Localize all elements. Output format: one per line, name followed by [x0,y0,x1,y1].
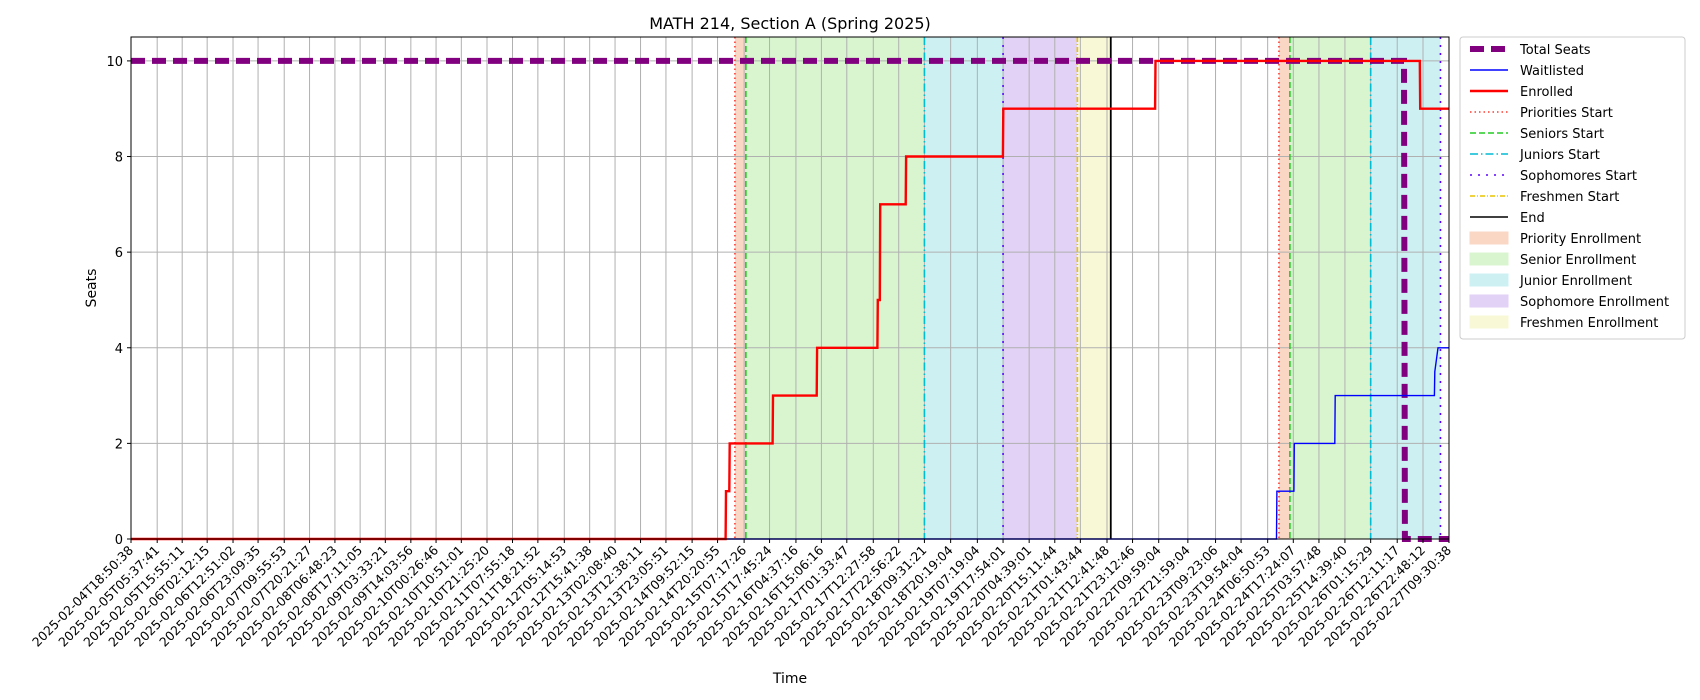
legend-label-8: End [1520,211,1545,226]
y-tick-label-5: 10 [106,55,123,70]
legend-swatch-9 [1469,231,1509,245]
legend-swatch-12 [1469,294,1509,308]
series-line-1 [131,347,1449,540]
span-0-0 [734,37,746,539]
legend-label-1: Waitlisted [1520,64,1584,79]
plot-frame [130,36,1450,540]
y-axis-title: Seats [84,269,100,308]
span-1-1 [1289,37,1371,539]
legend-label-7: Freshmen Start [1520,190,1619,205]
y-tick-label-2: 4 [115,342,123,357]
legend-label-11: Junior Enrollment [1519,274,1632,289]
legend-label-5: Juniors Start [1519,148,1600,163]
legend-label-9: Priority Enrollment [1520,232,1641,247]
span-0-1 [1278,37,1290,539]
legend-label-12: Sophomore Enrollment [1520,295,1669,310]
legend-label-0: Total Seats [1519,43,1591,58]
span-4-0 [1077,37,1111,539]
legend-swatch-13 [1469,315,1509,329]
legend-box [1459,36,1686,340]
x-axis-title: Time [772,671,807,687]
span-1-0 [745,37,925,539]
x-axis: 2025-02-04T18:50:382025-02-05T05:37:4120… [29,539,1454,650]
legend: Total Seats Waitlisted Enrolled Priorities … [1459,36,1686,340]
y-axis: 0 2 4 6 8 10 [106,55,131,548]
legend-label-2: Enrolled [1520,85,1573,100]
enrollment-periods [734,37,1441,539]
span-2-0 [924,37,1004,539]
legend-label-4: Seniors Start [1520,127,1604,142]
y-tick-label-0: 0 [115,533,123,548]
legend-label-13: Freshmen Enrollment [1520,316,1658,331]
series-line-2 [131,59,1449,541]
phase-start-lines [734,37,1442,539]
y-tick-label-1: 2 [115,437,123,452]
legend-label-3: Priorities Start [1520,106,1613,121]
legend-swatch-11 [1469,273,1509,287]
y-tick-label-4: 8 [115,151,123,166]
grid [130,37,1450,540]
legend-label-6: Sophomores Start [1520,169,1637,184]
span-3-0 [1003,37,1078,539]
legend-label-10: Senior Enrollment [1520,253,1636,268]
legend-swatch-10 [1469,252,1509,266]
y-tick-label-3: 6 [115,246,123,261]
chart-title: MATH 214, Section A (Spring 2025) [649,14,931,33]
